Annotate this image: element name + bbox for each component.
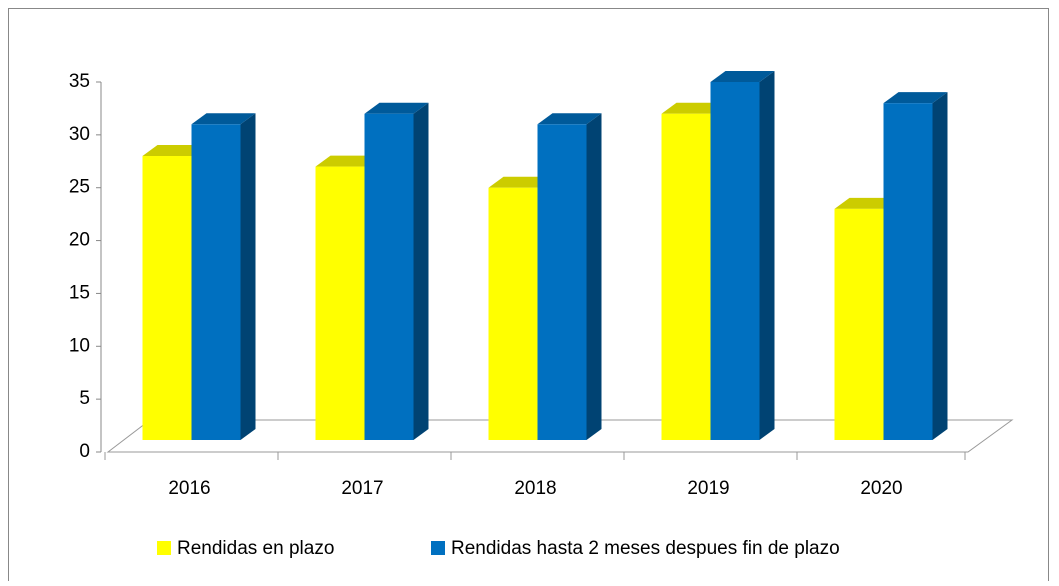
bar-side <box>413 102 429 440</box>
bar-front <box>315 166 365 441</box>
bar-top <box>537 113 602 125</box>
bar-front <box>710 82 760 440</box>
bar-top <box>661 102 726 114</box>
bar-front <box>661 113 711 440</box>
bar-top <box>834 197 899 209</box>
legend-swatch <box>157 541 171 555</box>
bar-front <box>142 156 192 440</box>
y-tick-label: 10 <box>69 335 90 356</box>
bar-side <box>932 92 948 441</box>
bar-top <box>883 92 948 104</box>
bar-top <box>364 102 429 114</box>
legend-swatch <box>431 541 445 555</box>
x-tick-label: 2020 <box>860 478 902 499</box>
x-tick-label: 2016 <box>168 478 210 499</box>
y-tick-label: 25 <box>69 177 90 198</box>
bar-front <box>191 124 241 441</box>
bar-side <box>240 113 256 441</box>
y-tick-label: 15 <box>69 282 90 303</box>
x-tick-label: 2018 <box>514 478 556 499</box>
bar-side <box>586 113 602 441</box>
x-tick-label: 2019 <box>687 478 729 499</box>
bar-top <box>710 71 775 82</box>
y-tick-label: 0 <box>79 441 90 462</box>
bar <box>364 102 429 440</box>
legend-label: Rendidas hasta 2 meses despues fin de pl… <box>451 538 840 559</box>
bar <box>191 113 256 441</box>
bar-front <box>364 113 414 440</box>
bar-side <box>759 71 775 440</box>
bar <box>710 71 775 440</box>
y-tick-label: 30 <box>69 124 90 145</box>
bar-top <box>142 145 207 156</box>
y-tick-label: 5 <box>79 388 90 409</box>
bar-front <box>488 187 538 440</box>
bar-top <box>315 155 380 167</box>
bar-top <box>191 113 256 125</box>
x-tick-label: 2017 <box>341 478 383 499</box>
y-tick-label: 20 <box>69 230 90 251</box>
bar-front <box>834 208 884 440</box>
bar <box>537 113 602 441</box>
legend-label: Rendidas en plazo <box>177 538 334 559</box>
bar-front <box>537 124 587 441</box>
y-tick-label: 35 <box>69 71 90 92</box>
bar-top <box>488 176 553 188</box>
bar-front <box>883 103 933 441</box>
bar <box>883 92 948 441</box>
